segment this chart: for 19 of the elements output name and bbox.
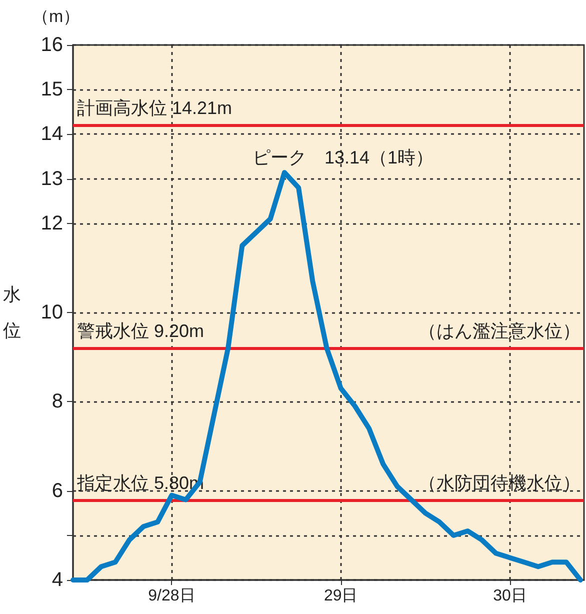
- x-tick-label: 9/28日: [148, 588, 196, 604]
- annotation: ピーク 13.14（1時）: [252, 148, 434, 168]
- y-tick-label: 6: [52, 480, 63, 502]
- y-tick-label: 10: [40, 302, 63, 324]
- y-tick-label: 12: [40, 212, 63, 234]
- x-tick-label: 29日: [324, 588, 358, 604]
- ref-line-label: 計画高水位 14.21m: [77, 98, 232, 118]
- y-axis-title: 水位: [3, 284, 21, 340]
- y-tick-label: 8: [52, 390, 63, 413]
- annotation: （はん濫注意水位）: [418, 321, 580, 342]
- y-tick-label: 16: [40, 34, 63, 56]
- y-tick-label: 14: [40, 123, 63, 146]
- y-tick-label: 15: [40, 78, 63, 101]
- y-tick-label: 13: [40, 168, 63, 190]
- x-tick-label: 30日: [493, 588, 527, 604]
- y-tick-label: 4: [52, 569, 63, 591]
- annotation: （水防団待機水位）: [418, 472, 580, 493]
- ref-line-label: 警戒水位 9.20m: [77, 321, 204, 342]
- text: （m）: [32, 7, 80, 26]
